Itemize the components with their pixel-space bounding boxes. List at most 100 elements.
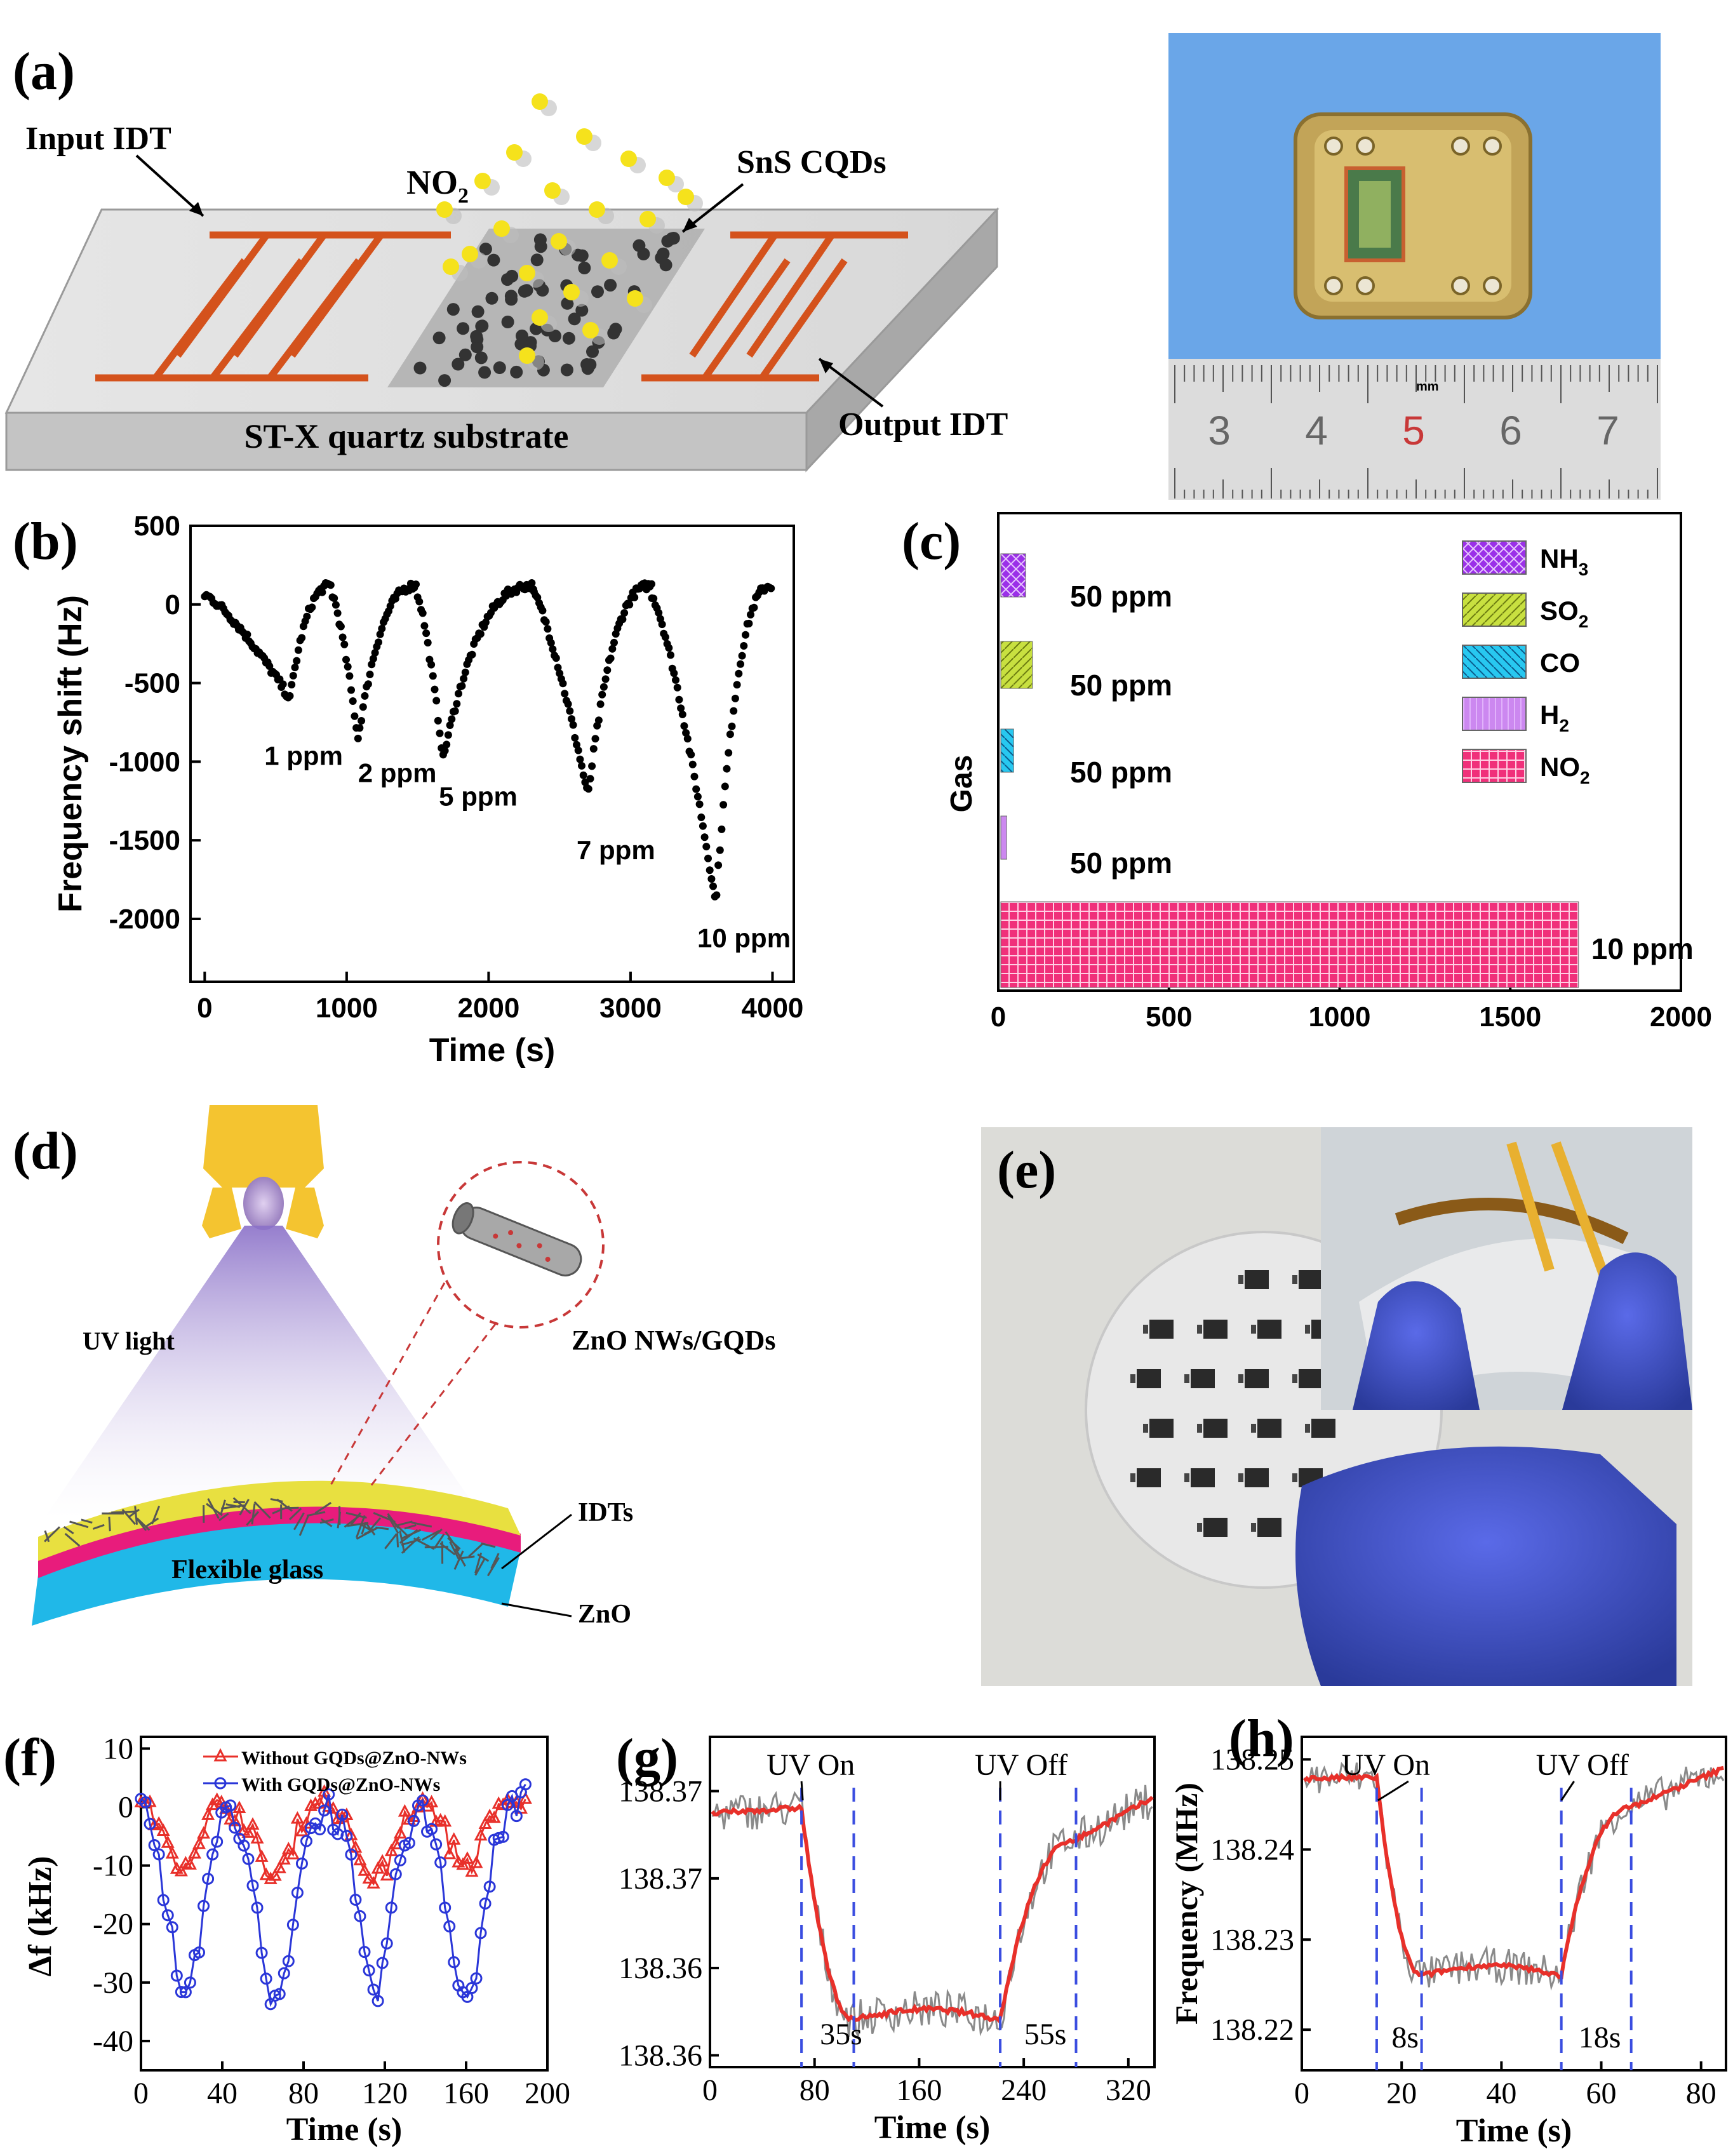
data-point-b xyxy=(552,654,560,662)
no2-molecule xyxy=(474,173,491,189)
data-point-b xyxy=(673,683,681,692)
zoom-circle xyxy=(437,1161,605,1329)
data-point-b xyxy=(599,683,608,691)
nanowire xyxy=(314,1501,331,1515)
data-point-b xyxy=(544,625,552,633)
nanowire xyxy=(434,1533,445,1549)
cqd-dot xyxy=(568,312,581,326)
nanowire xyxy=(401,1536,420,1554)
input-idt-electrodes xyxy=(95,231,451,382)
no2-molecules xyxy=(436,93,703,370)
cqd-dot xyxy=(493,361,506,374)
nanowire-zoomed xyxy=(452,1202,582,1276)
y-tick-label-f: -20 xyxy=(93,1908,133,1941)
nanowire xyxy=(337,1511,342,1529)
x-tick-label-h: 0 xyxy=(1294,2077,1309,2110)
nanowire xyxy=(474,1552,483,1574)
nanowire xyxy=(134,1506,138,1525)
data-point-b xyxy=(542,618,550,626)
cqd-dot xyxy=(501,316,514,328)
quartz-substrate-side xyxy=(805,207,998,472)
uv-off-label-h: UV Off xyxy=(1536,1748,1629,1782)
data-point-f xyxy=(286,1918,299,1931)
y-tick-label-g: 138.36 xyxy=(619,1952,702,1985)
wafer-device xyxy=(1299,1270,1323,1289)
panel-label-h: (h) xyxy=(1229,1709,1294,1768)
wafer-pad xyxy=(1238,1275,1243,1284)
nanowire xyxy=(298,1515,310,1536)
ruler-number: 7 xyxy=(1596,408,1619,453)
y-tick-label-h: 138.22 xyxy=(1210,2013,1294,2047)
x-tick-label-c: 1000 xyxy=(1309,1001,1371,1033)
nanowire xyxy=(421,1529,440,1541)
data-point-b xyxy=(725,749,733,757)
cqd-dot xyxy=(659,258,672,272)
data-point-b xyxy=(429,672,437,680)
x-tick-label-g: 160 xyxy=(896,2073,942,2107)
data-point-b xyxy=(444,731,452,739)
legend-swatch-c xyxy=(1462,593,1527,627)
data-point-f xyxy=(202,1872,215,1885)
data-point-b xyxy=(608,645,617,653)
x-tick-label-c: 0 xyxy=(991,1001,1006,1033)
data-point-b xyxy=(675,695,683,704)
bar-label-c: 50 ppm xyxy=(1070,669,1172,702)
nanowire xyxy=(253,1501,271,1519)
data-point-b xyxy=(574,746,582,754)
data-point-b xyxy=(539,606,547,615)
zoom-line-right xyxy=(367,1323,497,1490)
panel-d-schematic: (d) UV light Flexible glass ZnO NWs/GQDs… xyxy=(13,1105,776,1629)
data-point-f xyxy=(478,1816,492,1829)
plot-frame-g xyxy=(709,1736,1156,2068)
data-point-f xyxy=(242,1852,255,1865)
uv-on-label-g: UV On xyxy=(766,1748,855,1782)
data-point-f xyxy=(246,1817,260,1830)
ruler-number: 5 xyxy=(1402,408,1425,453)
data-point-f xyxy=(238,1839,250,1852)
y-axis-label-b: Frequency shift (Hz) xyxy=(52,595,89,913)
data-point-f xyxy=(251,1901,264,1914)
nanowire xyxy=(474,1558,486,1576)
data-point-f xyxy=(331,1811,345,1825)
no2-molecule xyxy=(462,246,478,262)
uv-on-arrow-h xyxy=(1377,1780,1409,1802)
data-point-b xyxy=(432,697,441,705)
data-point-b xyxy=(594,716,603,725)
data-point-b xyxy=(569,721,577,729)
nanowire xyxy=(63,1525,74,1535)
flexible-glass-label: Flexible glass xyxy=(171,1555,323,1584)
data-point-b xyxy=(451,707,459,715)
cqd-dot xyxy=(446,303,460,316)
data-point-f xyxy=(367,1983,380,1996)
cqd-dot xyxy=(604,279,617,292)
wafer-pad xyxy=(1197,1325,1202,1334)
data-point-b xyxy=(458,682,466,690)
ruler-unit: mm xyxy=(1416,380,1439,394)
data-point-f xyxy=(161,1835,175,1848)
data-point-f xyxy=(380,1868,394,1881)
data-point-f xyxy=(385,1901,398,1914)
cqd-dot xyxy=(505,269,519,283)
cqd-dot xyxy=(504,290,518,303)
data-point-f xyxy=(260,1972,272,1985)
data-point-b xyxy=(742,631,749,639)
wafer-device xyxy=(1311,1419,1335,1438)
sns-cqds-label: SnS CQDs xyxy=(737,144,887,180)
nanowire xyxy=(307,1511,326,1517)
panel-label-f: (f) xyxy=(3,1728,57,1787)
data-point-f xyxy=(156,1823,170,1836)
x-tick-label-h: 60 xyxy=(1586,2077,1617,2110)
y-tick-label-b: -2000 xyxy=(109,904,180,935)
data-point-f xyxy=(224,1799,237,1812)
legend-marker-f xyxy=(214,1777,227,1790)
no2-molecule xyxy=(582,322,599,338)
data-point-f xyxy=(174,1863,188,1877)
output-idt-arrowhead xyxy=(819,359,833,373)
data-point-b xyxy=(714,861,723,869)
data-point-f xyxy=(519,1778,532,1791)
data-point-b xyxy=(358,717,366,725)
data-point-f xyxy=(166,1921,178,1934)
cqd-dot xyxy=(458,348,472,361)
legend-marker-f xyxy=(213,1748,227,1762)
x-tick-label-b: 4000 xyxy=(742,993,804,1024)
